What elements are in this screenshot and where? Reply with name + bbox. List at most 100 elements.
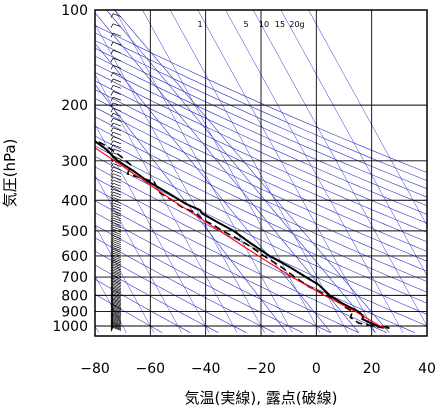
wind-barb [112,300,122,304]
wind-barb-flag [110,310,114,315]
wind-barb [112,323,122,328]
wind-barb-flag [110,170,114,175]
wind-barb-flag [110,229,114,234]
wind-barb [112,233,122,237]
isotherm-line [114,10,293,333]
x-tick-label: −80 [80,361,110,377]
wind-barb-flag [110,207,114,213]
isotherm-line [225,10,404,333]
wind-barb [112,265,122,269]
wind-barb [112,173,122,178]
wind-barb-flag [110,183,114,188]
wind-barb [112,102,122,107]
dry-adiabat-line [95,212,331,333]
wind-barb [112,235,122,239]
dry-adiabat-line [95,278,191,333]
wind-barb-flag [110,220,114,225]
wind-barb [112,212,122,217]
wind-barb [112,226,122,231]
x-tick-label: 0 [312,361,321,377]
temperature-line [95,140,390,329]
wind-barb-flag [110,127,114,132]
wind-barb [112,273,122,277]
y-tick-label: 400 [61,193,88,209]
wind-barb [112,316,122,320]
dry-adiabat-line [95,40,427,190]
wind-barb [112,280,122,285]
wind-barb [112,107,122,112]
wind-barb [112,307,122,312]
wind-barb-flag [110,271,114,277]
wind-barb [112,224,122,229]
wind-barb [112,274,122,279]
wind-barb [112,293,122,298]
wind-barb-flag [110,113,114,118]
wind-barb [112,188,122,193]
wind-barb [112,32,122,37]
wind-barb-flag [110,210,114,215]
wind-barb [112,269,122,274]
wind-barb [112,306,122,311]
wind-barb-flag [110,222,114,227]
isotherm-line [280,10,427,277]
wind-barb-flag [110,202,114,208]
wind-barb [112,191,122,196]
wind-barb-flag [110,13,114,18]
wind-barb-flag [110,191,114,197]
wind-barb-flag [110,280,114,286]
wind-barb [112,13,122,18]
wind-barb [112,85,122,89]
wind-barb-flag [110,270,114,275]
wind-barb-flag [110,285,114,290]
wind-barb [112,215,122,219]
wind-barb [112,222,122,226]
wind-barb-flag [110,283,114,289]
dry-adiabat-line [95,25,427,173]
dry-adiabat-line [95,72,427,224]
dry-adiabat-line [95,80,427,233]
wind-barb-flag [110,251,114,256]
wind-barb [112,166,122,171]
isotherm-line [95,73,238,333]
wind-barb-flag [110,224,114,229]
wind-barb-flag [110,78,114,84]
wind-barb [112,65,122,69]
wind-barb [112,197,122,201]
wind-barb-flag [110,327,114,332]
wind-barb-flag [110,326,114,331]
wind-barb-flag [110,140,114,145]
wind-barb-flag [110,307,114,313]
dry-adiabat-line [95,155,427,315]
wind-barb-flag [110,301,114,306]
wind-barb [112,237,122,241]
dry-adiabat-line [95,237,275,333]
wind-barb [112,228,122,233]
wind-barb [112,185,122,190]
wind-barb [112,259,122,264]
wind-barb-flag [110,231,114,236]
wind-barb-flag [110,273,114,278]
wind-barb [112,127,122,132]
wind-barb [112,319,122,324]
wind-barb-flag [110,205,114,210]
wind-barb-flag [110,293,114,299]
wind-barb [112,182,122,187]
grid-lines [95,10,427,336]
mixing-ratio-labels: 1 5 10 15 20g [197,20,304,29]
wind-barb [112,268,122,272]
wind-barb-flag [110,118,114,123]
wind-barb-flag [110,108,114,113]
wind-barb-flag [110,286,114,292]
wind-barb [112,136,122,140]
dry-adiabat-line [95,188,387,333]
wind-barb [112,144,122,149]
wind-barb [112,217,122,222]
wind-barb-flag [110,316,114,321]
wind-barb [112,314,122,319]
dry-adiabat-line [95,116,427,272]
wind-barb [112,241,122,246]
wind-barb [112,296,122,300]
x-tick-labels: −80 −60 −40 −20 0 20 40 [80,361,436,377]
wind-barb-flag [110,65,114,70]
wind-barb [112,258,122,262]
